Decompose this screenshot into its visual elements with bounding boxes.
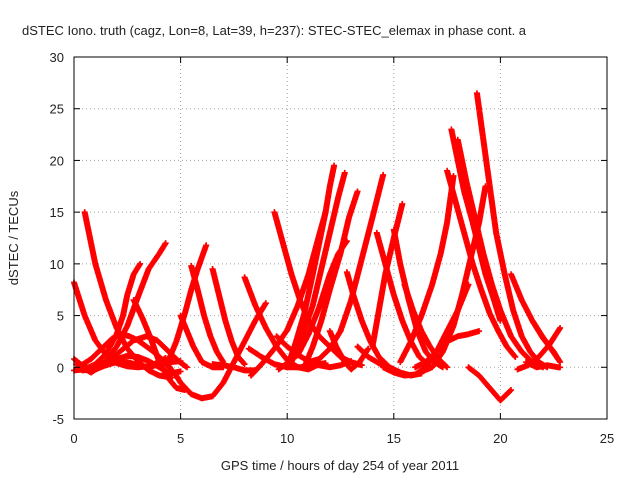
x-tick-label: 25: [600, 431, 614, 446]
series-14: [164, 242, 210, 366]
y-tick-label: 25: [50, 102, 64, 117]
data-point-marker: [241, 361, 248, 368]
y-tick-label: 15: [50, 205, 64, 220]
series-8: [73, 333, 190, 376]
data-point-marker: [183, 364, 190, 371]
x-tick-label: 10: [280, 431, 294, 446]
y-tick-label: 20: [50, 153, 64, 168]
y-tick-label: 30: [50, 50, 64, 65]
y-tick-label: 5: [57, 309, 64, 324]
data-point-marker: [262, 300, 269, 307]
x-tick-label: 20: [493, 431, 507, 446]
series-41: [465, 364, 515, 404]
y-tick-label: 10: [50, 257, 64, 272]
y-tick-labels: -5 0 5 10 15 20 25 30: [50, 50, 64, 427]
x-tick-label: 5: [177, 431, 184, 446]
data-point-marker: [203, 242, 210, 249]
x-axis-label: GPS time / hours of day 254 of year 2011: [221, 458, 459, 473]
chart-title: dSTEC Iono. truth (cagz, Lon=8, Lat=39, …: [22, 23, 527, 38]
y-tick-label: 0: [57, 360, 64, 375]
x-tick-labels: 0 5 10 15 20 25: [70, 431, 614, 446]
data-point-marker: [137, 260, 144, 267]
data-point-marker: [177, 368, 184, 375]
x-tick-label: 15: [387, 431, 401, 446]
data-point-marker: [162, 240, 169, 247]
data-point-marker: [240, 360, 247, 367]
y-axis-label: dSTEC / TECUs: [6, 190, 21, 285]
data-point-marker: [358, 362, 365, 369]
data-points: [71, 90, 564, 404]
series-15: [209, 266, 248, 368]
x-tick-label: 0: [70, 431, 77, 446]
series-12: [188, 262, 227, 366]
y-tick-label: -5: [52, 412, 64, 427]
